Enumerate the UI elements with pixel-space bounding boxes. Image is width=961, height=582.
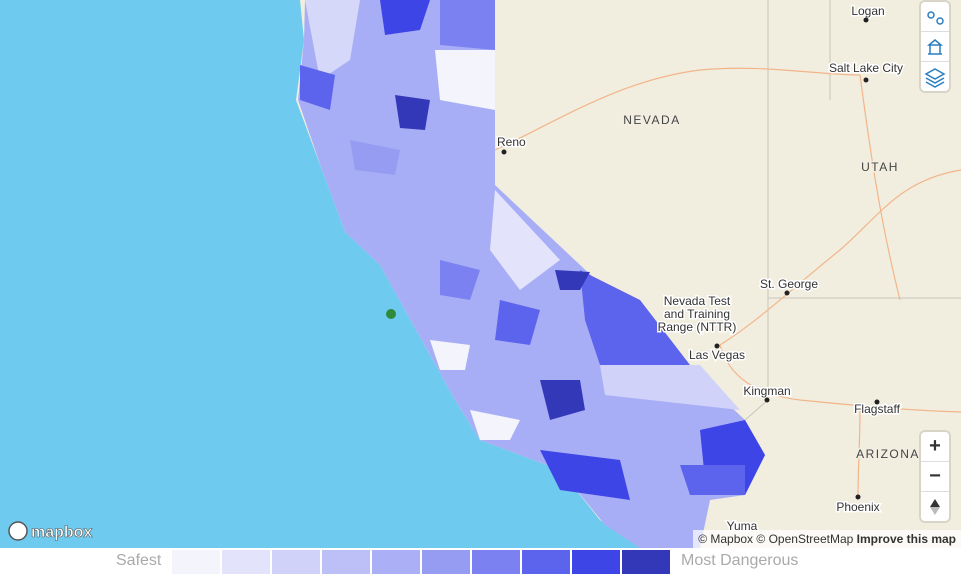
legend-swatch (372, 550, 420, 574)
state-label: NEVADA (623, 113, 680, 127)
zoom-controls: + − (921, 432, 949, 521)
place-label: Range (NTTR) (658, 320, 737, 334)
legend-swatch (522, 550, 570, 574)
legend-swatch (572, 550, 620, 574)
attrib-improve[interactable]: Improve this map (856, 532, 956, 546)
attrib-mapbox[interactable]: © Mapbox (698, 532, 754, 546)
route-button[interactable] (921, 2, 949, 32)
attrib-osm[interactable]: © OpenStreetMap (756, 532, 854, 546)
choropleth-regions (300, 0, 765, 500)
legend-swatch (422, 550, 470, 574)
place-label: Kingman (743, 384, 790, 398)
place-label: St. George (760, 277, 818, 291)
roads (494, 67, 961, 496)
legend: Safest Most Dangerous (0, 548, 961, 582)
map[interactable]: Logan Salt Lake City NEVADA UTAH Reno St… (0, 0, 961, 548)
place-label: Flagstaff (854, 402, 900, 416)
legend-swatch (222, 550, 270, 574)
place-label: Phoenix (836, 500, 879, 514)
place-label: Salt Lake City (829, 61, 903, 75)
legend-swatch (322, 550, 370, 574)
city-dots (501, 17, 880, 500)
attribution: © Mapbox © OpenStreetMap Improve this ma… (693, 530, 961, 548)
legend-high: Most Dangerous (681, 552, 799, 569)
compass[interactable] (921, 492, 949, 521)
legend-swatch (272, 550, 320, 574)
state-label: ARIZONA (856, 447, 920, 461)
logo-text: mapbox (31, 524, 92, 541)
building-button[interactable] (921, 32, 949, 62)
legend-low: Safest (116, 552, 162, 569)
layers-button[interactable] (921, 62, 949, 91)
zoom-in[interactable]: + (921, 432, 949, 462)
place-label: Nevada Test (664, 294, 731, 308)
mapbox-logo[interactable]: mapbox (8, 521, 93, 541)
place-label: Reno (497, 135, 526, 149)
layer-controls (921, 2, 949, 91)
legend-swatch (172, 550, 220, 574)
place-label: and Training (664, 307, 730, 321)
state-label: UTAH (861, 160, 899, 174)
legend-swatch (472, 550, 520, 574)
place-label: Las Vegas (689, 348, 745, 362)
park-icon (386, 309, 396, 319)
legend-swatch (622, 550, 670, 574)
zoom-out[interactable]: − (921, 462, 949, 492)
place-label: Logan (851, 4, 884, 18)
